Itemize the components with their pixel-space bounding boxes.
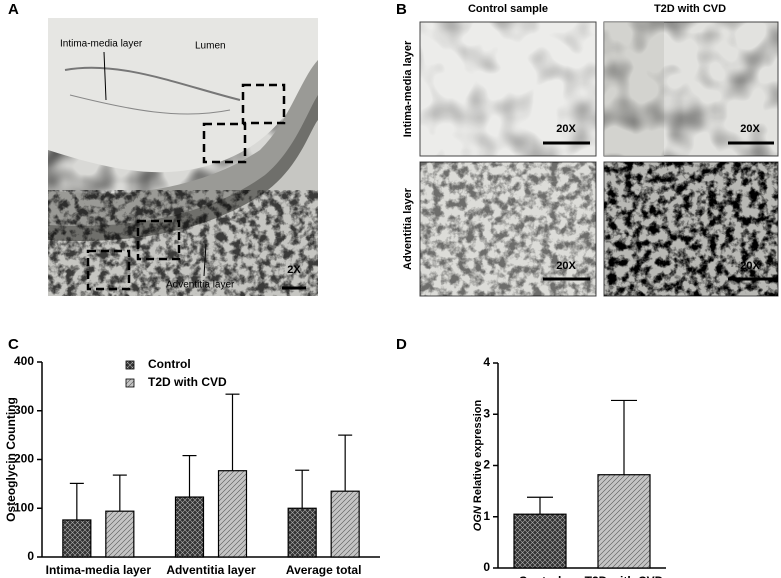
annotation: Adventitia layer <box>166 280 235 291</box>
scale-label: 20X <box>740 260 760 272</box>
scale-label: 20X <box>556 260 576 272</box>
micrograph-a <box>48 18 318 296</box>
row-header: Intima-media layer <box>402 40 414 137</box>
y-tick-label: 4 <box>483 355 490 369</box>
column-header: Control sample <box>468 3 548 15</box>
y-tick-label: 0 <box>483 560 490 574</box>
micrograph-grid <box>419 21 779 297</box>
y-axis-title: Osteoglycin Counting <box>4 397 18 522</box>
x-tick-label: Control <box>519 574 562 578</box>
error-bar <box>182 455 197 498</box>
scale-label: 20X <box>740 123 760 135</box>
panel-letter: A <box>8 1 19 18</box>
legend-swatch <box>125 360 135 370</box>
y-axis-title-text: Relative expression <box>472 399 484 503</box>
error-bar <box>527 496 553 515</box>
legend-swatch <box>125 378 135 388</box>
row-header: Adventitia layer <box>402 187 414 270</box>
legend-label: T2D with CVD <box>148 375 227 389</box>
error-bar <box>69 482 84 520</box>
y-axis-title: OGN Relative expression <box>472 399 484 531</box>
y-tick-label: 1 <box>483 509 490 523</box>
scale-label: 2X <box>287 264 301 276</box>
bar <box>174 496 205 558</box>
panel-letter: D <box>396 336 407 353</box>
bar <box>597 474 651 569</box>
error-bar <box>225 393 240 471</box>
annotation: Intima-media layer <box>60 39 143 50</box>
y-tick-label: 100 <box>14 500 34 514</box>
error-bar <box>295 469 310 509</box>
bar <box>217 470 248 558</box>
column-header: T2D with CVD <box>654 3 726 15</box>
x-tick-label: T2D with CVD <box>585 574 664 578</box>
annotation: Lumen <box>195 41 226 52</box>
panel-letter: B <box>396 1 407 18</box>
bar <box>513 513 567 569</box>
y-tick-label: 0 <box>27 549 34 563</box>
y-tick-label: 300 <box>14 403 34 417</box>
scale-label: 20X <box>556 123 576 135</box>
bar <box>330 490 360 558</box>
panel-letter: C <box>8 336 19 353</box>
y-axis-title-gene: OGN <box>472 505 484 531</box>
error-bar <box>611 399 637 475</box>
bar <box>287 507 317 558</box>
y-tick-label: 3 <box>483 406 490 420</box>
x-tick-label: Average total <box>286 563 362 577</box>
x-tick-label: Intima-media layer <box>46 563 152 577</box>
x-tick-label: Adventitia layer <box>166 563 256 577</box>
y-tick-label: 400 <box>14 354 34 368</box>
error-bar <box>338 434 353 492</box>
y-tick-label: 2 <box>483 458 490 472</box>
y-tick-label: 200 <box>14 452 34 466</box>
bar <box>62 519 92 558</box>
bar <box>105 510 135 558</box>
error-bar <box>112 474 127 512</box>
legend-label: Control <box>148 357 191 371</box>
